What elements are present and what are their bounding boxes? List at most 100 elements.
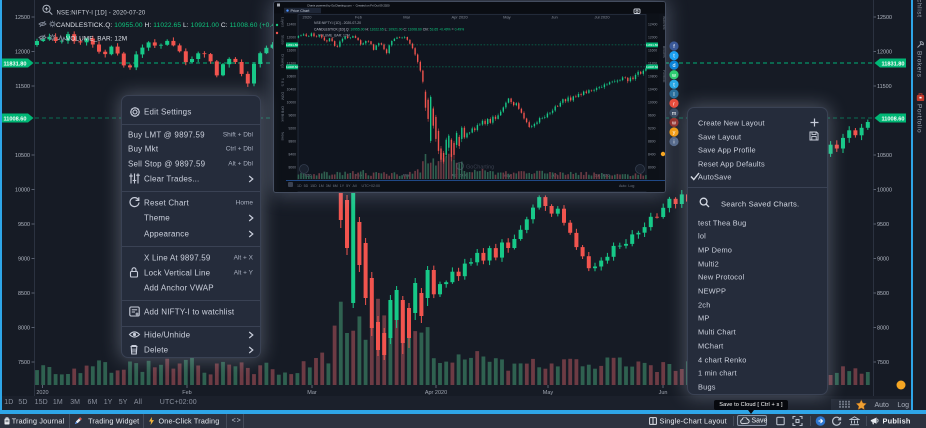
svg-text:May: May bbox=[543, 390, 554, 396]
svg-text:11600: 11600 bbox=[287, 48, 296, 52]
svg-text:Feb: Feb bbox=[355, 14, 363, 19]
svg-text:w: w bbox=[671, 73, 676, 79]
svg-text:m: m bbox=[671, 111, 676, 117]
svg-text:Drawings: Drawings bbox=[281, 54, 285, 68]
svg-text:8000: 8000 bbox=[648, 165, 656, 169]
svg-text:9500: 9500 bbox=[877, 222, 889, 228]
svg-text:12400: 12400 bbox=[648, 22, 658, 26]
svg-text:2020: 2020 bbox=[36, 390, 48, 396]
svg-text:Mar: Mar bbox=[403, 172, 411, 177]
svg-text:10000: 10000 bbox=[287, 100, 297, 104]
svg-text:Jun: Jun bbox=[659, 390, 668, 396]
svg-text:GoCharting: GoCharting bbox=[466, 165, 494, 171]
svg-text:10500: 10500 bbox=[15, 153, 30, 159]
svg-text:Studio: Studio bbox=[281, 35, 285, 45]
svg-text:Mar: Mar bbox=[403, 14, 411, 19]
svg-text:10400: 10400 bbox=[648, 87, 658, 91]
svg-text:f: f bbox=[673, 44, 675, 50]
svg-text:9500: 9500 bbox=[18, 222, 30, 228]
svg-text:7500: 7500 bbox=[877, 360, 889, 366]
svg-text:Apr 2020: Apr 2020 bbox=[425, 390, 447, 396]
svg-text:10000: 10000 bbox=[877, 188, 892, 194]
svg-text:DOM: DOM bbox=[281, 92, 285, 100]
svg-text:9000: 9000 bbox=[877, 257, 889, 263]
svg-text:T & S: T & S bbox=[281, 78, 285, 87]
svg-text:11200: 11200 bbox=[287, 61, 296, 65]
svg-text:NSE:NIFTY-I [1D] - 2020-07-20: NSE:NIFTY-I [1D] - 2020-07-20 bbox=[314, 21, 361, 25]
svg-text:8400: 8400 bbox=[648, 152, 656, 156]
svg-text:Log: Log bbox=[897, 402, 909, 409]
svg-text:11008.60: 11008.60 bbox=[881, 116, 904, 122]
svg-text:11500: 11500 bbox=[15, 84, 30, 90]
svg-text:11831.80: 11831.80 bbox=[646, 43, 659, 47]
svg-text:News: News bbox=[281, 132, 285, 141]
svg-text:y: y bbox=[672, 130, 675, 136]
svg-text:Apr 2020: Apr 2020 bbox=[451, 14, 468, 19]
svg-text:10400: 10400 bbox=[287, 87, 297, 91]
svg-text:10800: 10800 bbox=[287, 74, 297, 78]
svg-text:11008.60: 11008.60 bbox=[646, 65, 659, 69]
svg-text:Jun: Jun bbox=[551, 14, 557, 19]
svg-text:CANDLESTICK.Q: 10955.00 H: 110: CANDLESTICK.Q: 10955.00 H: 11022.65 L: 1… bbox=[56, 22, 287, 29]
svg-text:Auto: Auto bbox=[875, 402, 890, 409]
svg-text:Jul 2020: Jul 2020 bbox=[594, 14, 610, 19]
svg-text:7500: 7500 bbox=[18, 360, 30, 366]
svg-text:r: r bbox=[673, 101, 675, 107]
svg-text:CANDLESTICK [1D].Q: 10955.00 H: CANDLESTICK [1D].Q: 10955.00 H: 11022.65… bbox=[314, 28, 464, 32]
svg-text:OFB Book: OFB Book bbox=[281, 106, 285, 122]
svg-text:8500: 8500 bbox=[18, 291, 30, 297]
svg-text:8000: 8000 bbox=[288, 165, 296, 169]
svg-text:11008.60: 11008.60 bbox=[3, 116, 26, 122]
svg-text:2020: 2020 bbox=[303, 14, 313, 19]
svg-text:8000: 8000 bbox=[877, 326, 889, 332]
svg-text:10000: 10000 bbox=[648, 100, 658, 104]
svg-text:12000: 12000 bbox=[648, 35, 658, 39]
svg-text:Feb: Feb bbox=[182, 390, 191, 396]
svg-text:VOLUME_BAR: 12M: VOLUME_BAR: 12M bbox=[318, 34, 350, 38]
svg-text:d: d bbox=[672, 63, 675, 69]
svg-text:w: w bbox=[671, 121, 676, 127]
svg-text:12500: 12500 bbox=[15, 15, 30, 21]
svg-text:12000: 12000 bbox=[877, 50, 892, 56]
svg-text:11600: 11600 bbox=[648, 48, 657, 52]
svg-text:8800: 8800 bbox=[648, 139, 656, 143]
svg-text:8800: 8800 bbox=[288, 139, 296, 143]
svg-text:NSE:NIFTY-I [1D] - 2020-07-20: NSE:NIFTY-I [1D] - 2020-07-20 bbox=[57, 11, 146, 17]
svg-text:i: i bbox=[673, 140, 674, 146]
svg-text:9200: 9200 bbox=[288, 126, 296, 130]
svg-text:12000: 12000 bbox=[287, 35, 297, 39]
svg-text:Price Chart: Price Chart bbox=[291, 9, 311, 13]
svg-text:8400: 8400 bbox=[288, 152, 296, 156]
svg-text:10500: 10500 bbox=[877, 153, 892, 159]
svg-text:1D 5D 15D 1M 3M 6M 1Y 5: 1D 5D 15D 1M 3M 6M 1Y 5Y All UTC+02:00 bbox=[297, 184, 380, 188]
svg-text:l: l bbox=[673, 92, 674, 98]
svg-text:9600: 9600 bbox=[288, 113, 296, 117]
svg-text:t: t bbox=[673, 82, 675, 88]
svg-text:11008.60: 11008.60 bbox=[286, 65, 299, 69]
svg-text:11831.80: 11831.80 bbox=[286, 43, 299, 47]
svg-text:9200: 9200 bbox=[648, 126, 656, 130]
svg-text:9600: 9600 bbox=[648, 113, 656, 117]
svg-text:Mar: Mar bbox=[307, 390, 317, 396]
svg-text:11831.80: 11831.80 bbox=[3, 61, 26, 67]
svg-text:Layers: Layers bbox=[281, 17, 285, 27]
svg-text:Auto Log: Auto Log bbox=[619, 184, 634, 188]
svg-text:11500: 11500 bbox=[877, 84, 892, 90]
svg-text:VOLUME_BAR: 12M: VOLUME_BAR: 12M bbox=[66, 35, 127, 42]
svg-text:12000: 12000 bbox=[15, 50, 30, 56]
svg-text:9000: 9000 bbox=[18, 257, 30, 263]
svg-text:10800: 10800 bbox=[648, 74, 658, 78]
svg-text:Brokers: Brokers bbox=[662, 46, 666, 58]
svg-text:Portfolio: Portfolio bbox=[662, 70, 666, 83]
svg-text:Charts powered by GoCharting.c: Charts powered by GoCharting.com - Creat… bbox=[307, 4, 390, 8]
svg-text:12500: 12500 bbox=[877, 15, 892, 21]
svg-text:12400: 12400 bbox=[287, 22, 297, 26]
svg-text:10000: 10000 bbox=[15, 188, 30, 194]
svg-text:May: May bbox=[503, 172, 511, 177]
svg-text:11831.80: 11831.80 bbox=[881, 61, 904, 67]
svg-text:8000: 8000 bbox=[18, 326, 30, 332]
svg-text:May: May bbox=[503, 14, 511, 19]
svg-text:t: t bbox=[673, 54, 675, 60]
svg-text:Watchlist: Watchlist bbox=[662, 16, 666, 30]
svg-text:11200: 11200 bbox=[648, 61, 657, 65]
